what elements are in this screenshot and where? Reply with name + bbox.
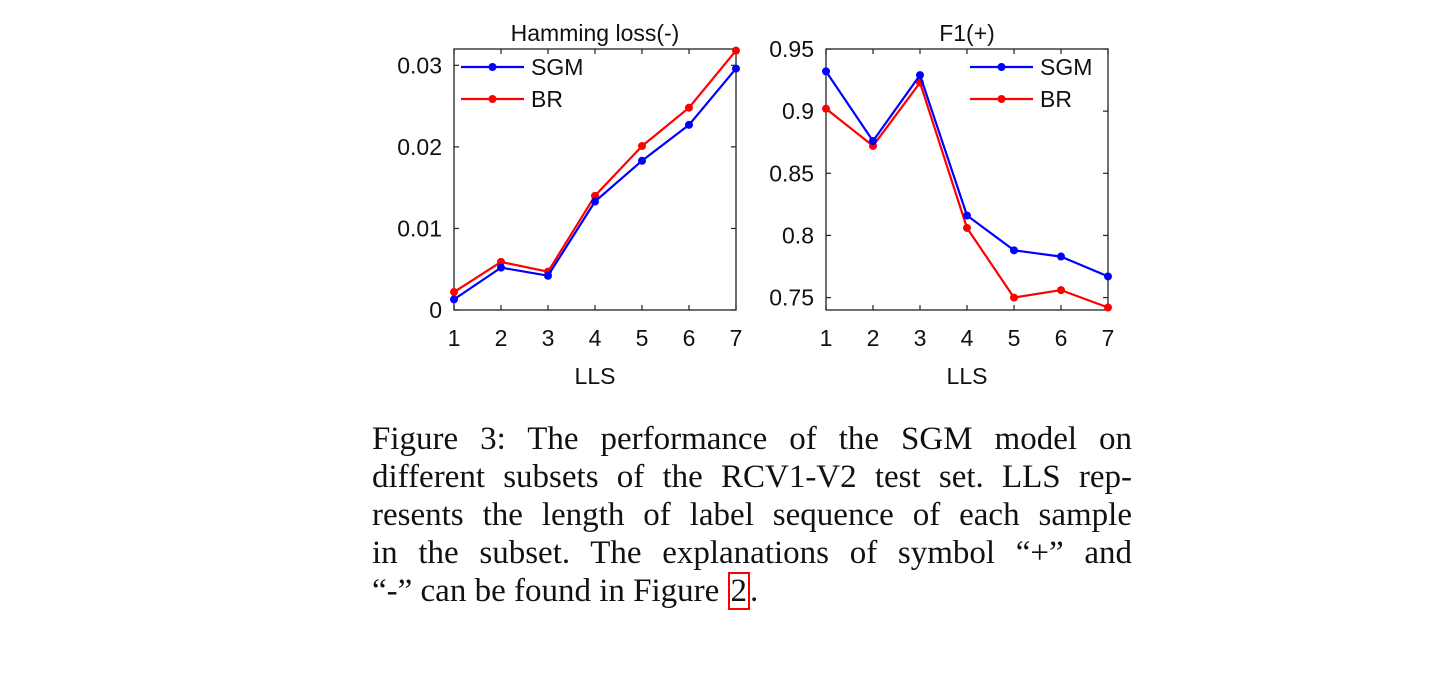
data-point-sgm	[1057, 252, 1065, 261]
y-tick-label: 0.95	[769, 36, 814, 62]
legend-label-sgm: SGM	[531, 54, 583, 80]
y-tick-label: 0.8	[782, 222, 814, 248]
data-point-sgm	[822, 67, 830, 76]
chart-title: F1(+)	[939, 20, 995, 46]
data-point-br	[591, 191, 599, 200]
x-tick-label: 7	[730, 325, 743, 351]
y-tick-label: 0.02	[397, 134, 442, 160]
data-point-sgm	[1010, 246, 1018, 255]
caption-line: different subsets of the RCV1-V2 test se…	[372, 459, 1132, 495]
x-tick-label: 1	[448, 325, 461, 351]
x-tick-label: 5	[1008, 325, 1021, 351]
series-line-br	[453, 49, 737, 294]
data-point-br	[963, 223, 971, 232]
x-axis-label: LLS	[947, 363, 988, 389]
data-point-br	[450, 288, 458, 297]
figure-caption: Figure 3: The performance of the SGM mod…	[372, 420, 1132, 610]
x-tick-label: 4	[961, 325, 974, 351]
x-tick-label: 6	[683, 325, 696, 351]
data-point-sgm	[591, 197, 599, 206]
data-point-br	[822, 104, 830, 113]
caption-period: .	[750, 573, 759, 609]
chart-2: F1(+) 1 2 3 4 5 6 7 0.75 0.8 0.85 0.9 0.95 LLS SGM BR	[769, 20, 1114, 389]
data-point-sgm	[497, 263, 505, 272]
y-tick-label: 0.01	[397, 215, 442, 241]
x-tick-label: 1	[820, 325, 833, 351]
x-tick-label: 3	[542, 325, 555, 351]
caption-line-last: “-” can be found in Figure 2.	[372, 572, 1132, 610]
data-point-sgm	[450, 295, 458, 304]
data-point-sgm	[916, 71, 924, 80]
x-tick-label: 7	[1102, 325, 1115, 351]
legend-marker-br	[997, 95, 1006, 103]
x-axis-label: LLS	[575, 363, 616, 389]
data-point-br	[497, 257, 505, 266]
x-tick-label: 6	[1055, 325, 1068, 351]
data-point-sgm	[685, 120, 693, 129]
x-tick-label: 2	[867, 325, 880, 351]
data-point-sgm	[869, 136, 877, 145]
caption-line: in the subset. The explanations of symbo…	[372, 535, 1132, 571]
y-tick-label: 0.75	[769, 285, 814, 311]
data-point-sgm	[1104, 272, 1112, 281]
data-point-sgm	[732, 64, 740, 73]
chart-title: Hamming loss(-)	[511, 20, 680, 46]
data-point-br	[638, 142, 646, 151]
figure: Hamming loss(-) 1 2 3 4 5 6 7 0 0.01 0.02 0.03 LLS SG…	[397, 20, 1114, 389]
data-point-sgm	[544, 271, 552, 280]
legend-marker-sgm	[997, 63, 1006, 71]
y-tick-label: 0.85	[769, 160, 814, 186]
data-point-br	[685, 103, 693, 112]
chart-1: Hamming loss(-) 1 2 3 4 5 6 7 0 0.01 0.02 0.03 LLS SG…	[397, 20, 742, 389]
x-tick-label: 5	[636, 325, 649, 351]
y-tick-label: 0.9	[782, 98, 814, 124]
data-point-sgm	[638, 156, 646, 165]
caption-line: resents the length of label sequence of …	[372, 497, 1132, 533]
legend-label-sgm: SGM	[1040, 54, 1092, 80]
x-tick-label: 3	[914, 325, 927, 351]
figure-2-link[interactable]: 2	[727, 572, 751, 610]
legend-label-br: BR	[531, 86, 563, 112]
legend-marker-br	[488, 95, 497, 103]
legend-label-br: BR	[1040, 86, 1072, 112]
x-tick-label: 2	[495, 325, 508, 351]
data-point-br	[732, 46, 740, 55]
data-point-br	[1104, 303, 1112, 312]
data-point-sgm	[963, 211, 971, 220]
data-point-br	[1057, 286, 1065, 295]
caption-line: Figure 3: The performance of the SGM mod…	[372, 421, 1132, 457]
y-tick-label: 0.03	[397, 52, 442, 78]
x-tick-label: 4	[589, 325, 602, 351]
data-point-br	[1010, 293, 1018, 302]
series-line-br	[825, 81, 1109, 309]
legend-marker-sgm	[488, 63, 497, 71]
caption-last-text: “-” can be found in Figure	[372, 573, 728, 609]
y-tick-label: 0	[429, 297, 442, 323]
